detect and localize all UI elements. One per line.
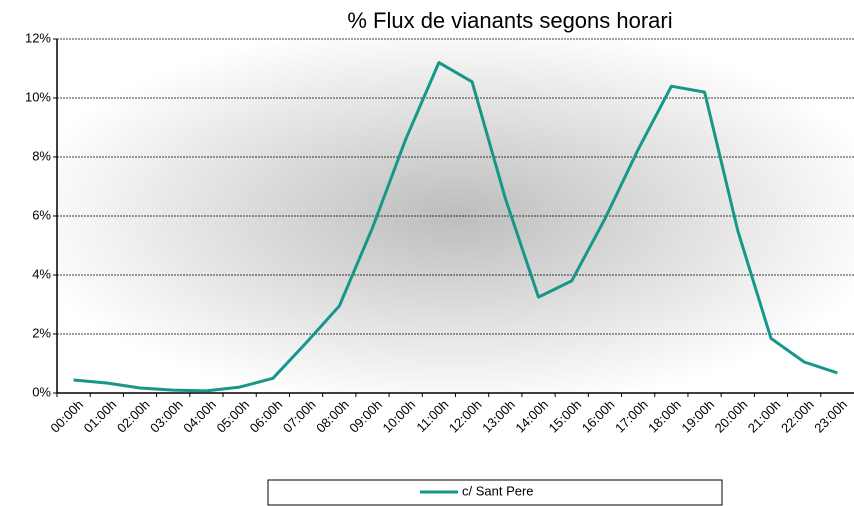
x-tick-label: 19:00h: [678, 397, 717, 436]
chart-title: % Flux de vianants segons horari: [347, 8, 672, 33]
x-tick-label: 10:00h: [380, 397, 419, 436]
x-tick-label: 16:00h: [579, 397, 618, 436]
y-tick-label: 6%: [32, 207, 51, 222]
x-tick-label: 22:00h: [778, 397, 817, 436]
x-tick-label: 13:00h: [479, 397, 518, 436]
x-tick-label: 01:00h: [81, 397, 120, 436]
series-line: [73, 61, 838, 393]
x-tick-label: 05:00h: [213, 397, 252, 436]
legend-box: [267, 479, 723, 506]
y-tick-label: 8%: [32, 148, 51, 163]
y-tick-label: 2%: [32, 325, 51, 340]
x-tick-label: 06:00h: [247, 397, 286, 436]
x-tick-label: 02:00h: [114, 397, 153, 436]
x-tick-label: 04:00h: [180, 397, 219, 436]
y-tick-label: 10%: [25, 89, 51, 104]
x-tick-label: 18:00h: [645, 397, 684, 436]
x-tick-label: 21:00h: [745, 397, 784, 436]
x-tick-label: 17:00h: [612, 397, 651, 436]
x-tick-label: 12:00h: [446, 397, 485, 436]
x-tick-label: 03:00h: [147, 397, 186, 436]
x-tick-label: 08:00h: [313, 397, 352, 436]
x-tick-label: 00:00h: [47, 397, 86, 436]
y-tick-label: 0%: [32, 384, 51, 399]
x-tick-label: 07:00h: [280, 397, 319, 436]
y-tick-label: 12%: [25, 30, 51, 45]
x-tick-label: 15:00h: [546, 397, 585, 436]
x-tick-label: 11:00h: [413, 397, 451, 435]
x-tick-label: 20:00h: [712, 397, 751, 436]
x-tick-label: 23:00h: [811, 397, 850, 436]
x-tick-label: 09:00h: [346, 397, 385, 436]
y-tick-label: 4%: [32, 266, 51, 281]
legend-label: c/ Sant Pere: [462, 483, 534, 498]
x-tick-label: 14:00h: [512, 397, 551, 436]
